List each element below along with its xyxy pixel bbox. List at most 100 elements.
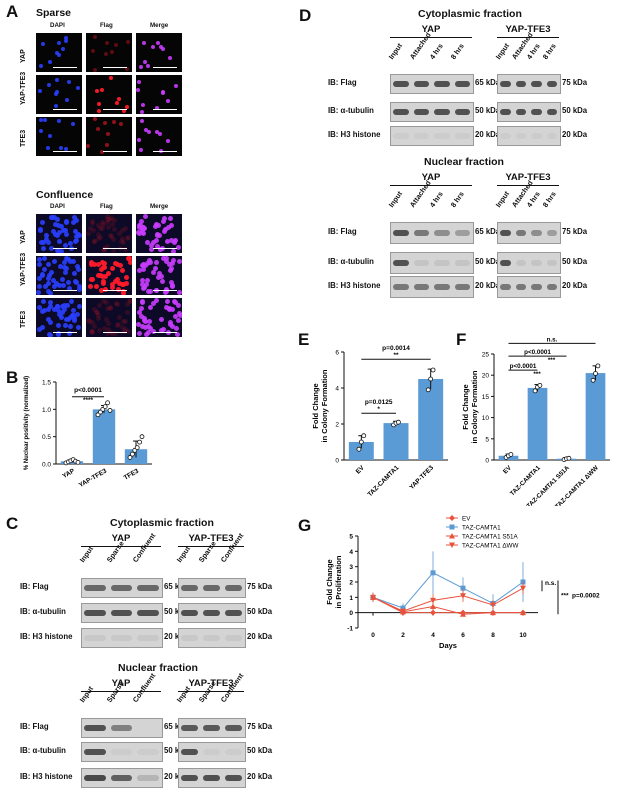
micrograph [136,75,182,114]
y-label-line: Fold Change [325,559,334,604]
micrograph [36,214,82,253]
cell-nucleus [177,312,182,318]
row-label: TFE3 [20,129,27,147]
cell-nucleus [105,271,111,277]
cell-nucleus [91,227,97,233]
group-label: YAP [421,24,441,35]
data-point [460,585,466,591]
cell-nucleus [158,131,163,136]
cell-nucleus [48,269,54,275]
cell-nucleus [36,262,42,268]
cell-nucleus [115,302,120,308]
data-point [428,376,434,382]
cell-nucleus [105,306,111,311]
cell-nucleus [168,238,174,244]
cell-nucleus [124,105,129,110]
cell-nucleus [91,239,97,245]
group-underline [178,691,244,692]
cell-nucleus [38,240,44,245]
lane-label: 4 hrs [427,189,445,209]
cell-nucleus [87,319,93,325]
protein-band [500,109,511,115]
p-value-label: p<0.0001 [510,363,537,370]
x-tick-label: 8 [491,632,495,639]
protein-band [413,260,429,266]
cell-nucleus [54,280,59,286]
cell-nucleus [63,322,68,328]
cell-nucleus [62,243,68,248]
data-point [400,605,406,611]
cell-nucleus [119,238,125,244]
cell-nucleus [76,86,81,91]
protein-band [531,133,542,139]
protein-band [531,81,542,87]
significance-stars: * [377,406,380,413]
data-point [129,451,135,457]
kda-marker: 20 kDa [247,632,273,641]
cell-nucleus [99,273,105,279]
protein-band [137,610,159,616]
cell-nucleus [100,259,106,265]
cell-nucleus [89,221,95,227]
cell-nucleus [61,260,67,266]
cell-nucleus [104,244,110,250]
y-tick-label: 0.5 [42,434,51,441]
data-point [520,585,526,592]
kda-marker: 65 kDa [475,227,501,236]
cell-nucleus [69,298,75,304]
cell-nucleus [64,266,70,272]
data-point [566,455,572,461]
cell-nucleus [124,302,130,308]
kda-marker: 65 kDa [164,722,190,731]
cell-nucleus [113,330,118,336]
cell-nucleus [48,319,54,325]
blot-strip [178,768,246,788]
cell-nucleus [97,101,102,106]
blot-strip [390,102,474,122]
protein-band [225,775,242,781]
row-label: YAP-TFE3 [20,71,27,105]
cell-nucleus [68,258,74,264]
cell-nucleus [86,231,91,237]
scale-bar [153,109,177,110]
cell-nucleus [174,331,180,337]
cell-nucleus [51,307,57,312]
lane-label: 8 hrs [540,189,558,209]
y-tick-label: 1.5 [42,380,51,387]
lane-label: 8 hrs [448,41,466,61]
data-point [460,611,466,617]
ib-label: IB: α-tubulin [328,257,374,266]
protein-band [225,749,242,755]
protein-band [84,585,106,591]
ib-label: IB: Flag [328,78,357,87]
cell-nucleus [124,281,130,287]
cell-nucleus [137,138,142,142]
cell-nucleus [38,129,43,134]
group-label: YAP-TFE3 [505,24,551,35]
cell-nucleus [102,325,108,331]
protein-band [454,230,470,236]
micrograph [86,117,132,156]
cell-nucleus [56,41,61,46]
p-value-label: p=0.0014 [382,345,410,352]
cell-nucleus [109,221,115,227]
group-underline [81,546,161,547]
p-value-label: p=0.0125 [365,399,393,406]
protein-band [84,635,106,641]
cell-nucleus [161,47,166,52]
protein-band [110,749,133,755]
protein-band [225,725,242,731]
cell-nucleus [153,298,159,304]
y-tick-label: 1 [349,595,353,602]
micrograph [86,298,132,337]
cell-nucleus [89,219,95,224]
cell-nucleus [45,262,51,268]
cell-nucleus [100,222,106,228]
panel_c-nuc-title: Nuclear fraction [118,662,198,674]
chart-e: 0 2 4 6 Fold Changein Colony Formation EV TAZ-… [311,345,448,498]
cell-nucleus [138,223,144,228]
cell-nucleus [94,309,100,315]
y-tick-label: 4 [335,386,339,393]
cell-nucleus [166,261,172,267]
series-line [372,596,523,615]
